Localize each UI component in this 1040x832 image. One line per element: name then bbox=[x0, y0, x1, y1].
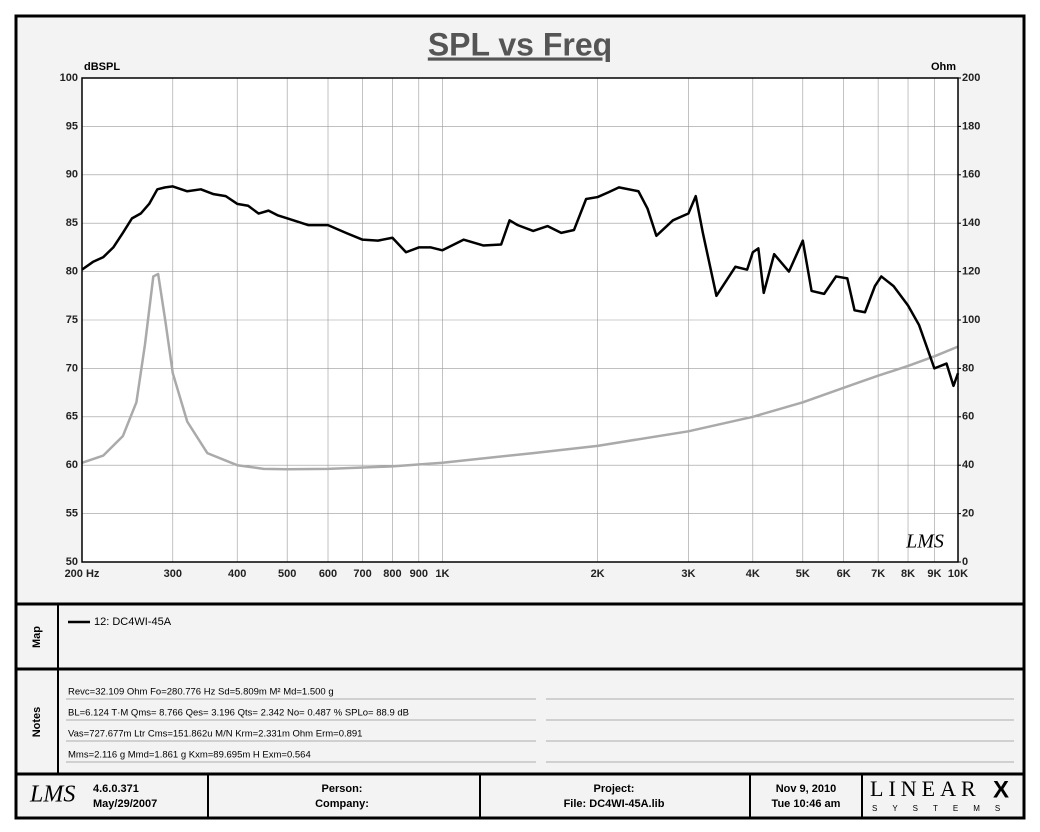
y-tick-label: 60 bbox=[66, 459, 78, 471]
series-line bbox=[81, 185, 960, 388]
x-tick-label: 700 bbox=[353, 568, 371, 580]
version: 4.6.0.371 bbox=[93, 783, 139, 795]
y2-tick-label: 20 bbox=[962, 508, 974, 520]
y2-axis-label: Ohm bbox=[931, 61, 956, 73]
y2-tick-label: 0 bbox=[962, 556, 968, 568]
x-tick-label: 8K bbox=[901, 568, 915, 580]
file: File: DC4WI-45A.lib bbox=[564, 798, 665, 810]
y2-tick-label: 160 bbox=[962, 169, 980, 181]
x-tick-label: 4K bbox=[746, 568, 760, 580]
y2-tick-label: 100 bbox=[962, 314, 980, 326]
build-date: May/29/2007 bbox=[93, 798, 157, 810]
watermark: LMS bbox=[905, 531, 944, 553]
y-tick-label: 85 bbox=[66, 217, 78, 229]
person: Person: bbox=[322, 783, 363, 795]
legend-entry: 12: DC4WI-45A bbox=[94, 616, 172, 628]
logo: LMS bbox=[29, 782, 75, 808]
x-tick-label: 2K bbox=[591, 568, 605, 580]
x-tick-label: 5K bbox=[796, 568, 810, 580]
y-tick-label: 70 bbox=[66, 362, 78, 374]
x-tick-label: 9K bbox=[927, 568, 941, 580]
note-line: BL=6.124 T·M Qms= 8.766 Qes= 3.196 Qts= … bbox=[68, 708, 409, 719]
project: Project: bbox=[594, 783, 635, 795]
y-tick-label: 80 bbox=[66, 266, 78, 278]
series-line bbox=[81, 272, 959, 471]
y2-tick-label: 180 bbox=[962, 120, 980, 132]
y2-tick-label: 120 bbox=[962, 266, 980, 278]
x-tick-label: 6K bbox=[837, 568, 851, 580]
x-tick-label: 200 Hz bbox=[65, 568, 100, 580]
note-line: Vas=727.677m Ltr Cms=151.862u M/N Krm=2.… bbox=[68, 729, 362, 740]
note-line: Revc=32.109 Ohm Fo=280.776 Hz Sd=5.809m … bbox=[68, 687, 334, 698]
company: Company: bbox=[315, 798, 369, 810]
y2-tick-label: 40 bbox=[962, 459, 974, 471]
x-tick-label: 1K bbox=[435, 568, 449, 580]
y-tick-label: 50 bbox=[66, 556, 78, 568]
x-tick-label: 300 bbox=[164, 568, 182, 580]
date: Nov 9, 2010 bbox=[776, 783, 837, 795]
x-tick-label: 500 bbox=[278, 568, 296, 580]
x-tick-label: 7K bbox=[871, 568, 885, 580]
y2-tick-label: 80 bbox=[962, 362, 974, 374]
y2-tick-label: 60 bbox=[962, 411, 974, 423]
y-tick-label: 95 bbox=[66, 120, 78, 132]
y-tick-label: 75 bbox=[66, 314, 78, 326]
y-axis-label: dBSPL bbox=[84, 61, 120, 73]
map-label: Map bbox=[31, 626, 43, 648]
chart-title: SPL vs Freq bbox=[428, 26, 612, 62]
x-tick-label: 10K bbox=[948, 568, 968, 580]
y-tick-label: 65 bbox=[66, 411, 78, 423]
brand-sub: SYSTEMS bbox=[872, 804, 1015, 813]
time: Tue 10:46 am bbox=[772, 798, 841, 810]
y2-tick-label: 140 bbox=[962, 217, 980, 229]
y2-tick-label: 200 bbox=[962, 72, 980, 84]
note-line: Mms=2.116 g Mmd=1.861 g Kxm=89.695m H Ex… bbox=[68, 750, 311, 761]
x-tick-label: 900 bbox=[410, 568, 428, 580]
y-tick-label: 90 bbox=[66, 169, 78, 181]
plot bbox=[81, 77, 960, 563]
x-tick-label: 3K bbox=[681, 568, 695, 580]
brand-mark: X bbox=[993, 776, 1009, 803]
y-tick-label: 100 bbox=[60, 72, 78, 84]
x-tick-label: 400 bbox=[228, 568, 246, 580]
notes-label: Notes bbox=[31, 707, 43, 738]
notes: Revc=32.109 Ohm Fo=280.776 Hz Sd=5.809m … bbox=[66, 687, 1014, 763]
x-tick-label: 600 bbox=[319, 568, 337, 580]
y-tick-label: 55 bbox=[66, 508, 78, 520]
x-tick-label: 800 bbox=[383, 568, 401, 580]
brand: LINEAR bbox=[870, 776, 981, 801]
